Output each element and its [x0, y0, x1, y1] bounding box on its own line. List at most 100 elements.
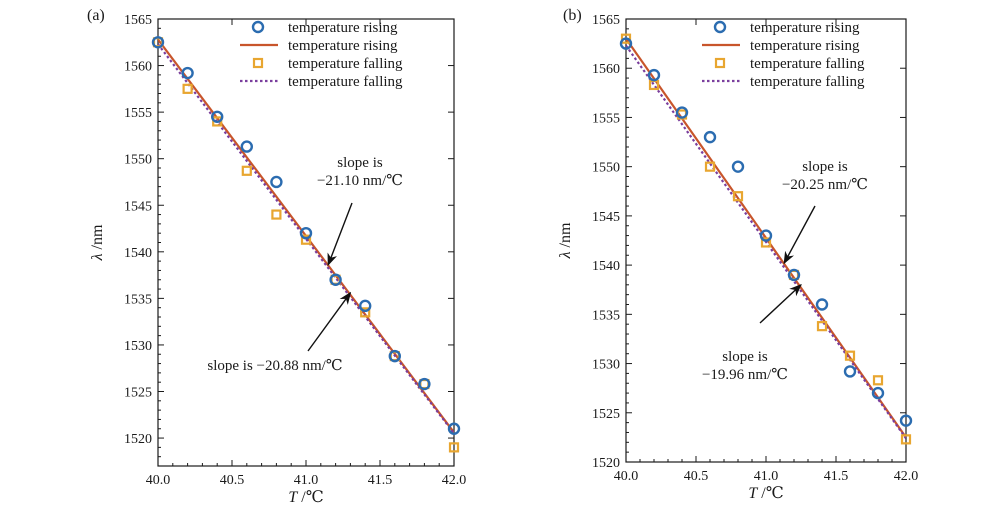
- data-point-falling: [360, 307, 371, 318]
- y-tick-label: 1520: [592, 456, 620, 471]
- data-point-rising: [240, 140, 254, 153]
- legend-label: temperature falling: [750, 74, 865, 90]
- x-tick-label: 41.0: [754, 469, 779, 484]
- annotation-text: slope is: [802, 159, 848, 175]
- data-point-rising: [619, 37, 633, 50]
- legend-label: temperature rising: [750, 38, 860, 54]
- data-point-falling: [620, 33, 632, 44]
- data-point-rising: [388, 349, 401, 363]
- x-tick-label: 41.5: [368, 473, 393, 488]
- y-tick-label: 1535: [124, 292, 152, 307]
- x-tick-label: 40.5: [220, 473, 245, 488]
- slope-annotation: slope is −20.25 nm/℃: [782, 159, 868, 265]
- x-tick-label: 42.0: [442, 473, 467, 488]
- legend-marker-circle: [713, 20, 727, 34]
- data-point-rising: [703, 130, 717, 144]
- y-axis-label: λ /nm: [89, 224, 106, 261]
- data-point-rising: [447, 422, 461, 435]
- y-tick-label: 1520: [124, 432, 152, 447]
- legend-label: temperature rising: [288, 38, 398, 54]
- y-tick-label: 1535: [592, 308, 620, 323]
- y-tick-label: 1565: [124, 13, 152, 28]
- data-point-rising: [270, 175, 283, 189]
- y-tick-label: 1560: [592, 62, 620, 77]
- y-tick-label: 1545: [592, 210, 620, 225]
- data-point-rising: [299, 226, 313, 240]
- annotation-arrow: [759, 283, 802, 324]
- data-point-rising: [815, 298, 829, 311]
- y-tick-label: 1525: [124, 386, 152, 401]
- data-point-rising: [899, 414, 913, 427]
- x-axis-label: T /℃: [748, 485, 783, 502]
- panel-label: (a): [87, 7, 105, 24]
- legend-label: temperature falling: [750, 56, 865, 72]
- x-axis-variable: T: [288, 489, 298, 506]
- data-point-rising: [843, 365, 857, 378]
- data-point-rising: [151, 36, 165, 49]
- x-axis-label: T /℃: [288, 489, 323, 506]
- data-point-rising: [731, 160, 745, 173]
- x-tick-label: 41.0: [294, 473, 319, 488]
- data-point-rising: [787, 268, 801, 282]
- annotation-arrow: [327, 202, 353, 267]
- y-axis-variable: λ: [89, 253, 106, 261]
- x-tick-label: 40.5: [684, 469, 709, 484]
- legend-label: temperature falling: [288, 56, 403, 72]
- x-tick-label: 42.0: [894, 469, 919, 484]
- legend-marker-circle: [251, 20, 265, 34]
- legend-marker-square: [252, 57, 264, 69]
- annotation-text: slope is −20.88 nm/℃: [207, 358, 342, 374]
- data-point-rising: [359, 299, 372, 313]
- data-point-rising: [675, 106, 689, 119]
- annotation-arrow: [783, 205, 816, 265]
- slope-annotation: slope is −21.10 nm/℃: [317, 155, 403, 267]
- y-tick-label: 1530: [124, 339, 152, 354]
- data-point-falling: [241, 165, 252, 176]
- data-point-falling: [271, 209, 282, 220]
- annotation-text: slope is: [337, 155, 383, 171]
- legend-label: temperature rising: [288, 20, 398, 36]
- y-tick-label: 1555: [592, 111, 620, 126]
- data-point-rising: [418, 377, 431, 391]
- y-tick-label: 1565: [592, 13, 620, 28]
- legend-marker-square: [714, 57, 726, 69]
- x-axis-variable: T: [748, 485, 758, 502]
- x-axis-unit: /℃: [297, 489, 323, 506]
- data-point-rising: [210, 110, 224, 123]
- slope-annotation: slope is −20.88 nm/℃: [207, 291, 352, 374]
- data-point-rising: [871, 386, 885, 400]
- data-point-rising: [759, 229, 773, 242]
- y-axis-label: λ /nm: [557, 222, 574, 259]
- x-tick-label: 40.0: [146, 473, 171, 488]
- legend: temperature rising temperature rising temp…: [702, 20, 865, 90]
- annotation-arrow: [307, 291, 352, 352]
- annotation-text: slope is: [722, 349, 768, 365]
- fit-line-falling: [158, 43, 454, 435]
- legend: temperature rising temperature rising temp…: [240, 20, 403, 90]
- annotation-text: −20.25 nm/℃: [782, 177, 868, 193]
- y-tick-label: 1545: [124, 199, 152, 214]
- data-point-falling: [872, 375, 884, 386]
- y-tick-label: 1540: [592, 259, 620, 274]
- x-tick-label: 40.0: [614, 469, 639, 484]
- data-point-falling: [704, 161, 716, 172]
- y-tick-label: 1550: [592, 161, 620, 176]
- y-axis-variable: λ: [557, 251, 574, 259]
- slope-annotation: slope is −19.96 nm/℃: [702, 283, 802, 383]
- annotation-text: −19.96 nm/℃: [702, 367, 788, 383]
- data-point-falling: [300, 234, 312, 245]
- data-point-falling: [732, 191, 744, 202]
- data-point-falling: [760, 237, 772, 248]
- data-point-falling: [900, 434, 912, 445]
- x-axis-unit: /℃: [757, 485, 783, 502]
- y-tick-label: 1525: [592, 407, 620, 422]
- y-axis-unit: /nm: [557, 222, 574, 251]
- y-tick-label: 1540: [124, 246, 152, 261]
- data-point-falling: [816, 321, 828, 332]
- annotation-text: −21.10 nm/℃: [317, 173, 403, 189]
- y-tick-label: 1550: [124, 153, 152, 168]
- data-point-rising: [329, 273, 342, 286]
- y-tick-label: 1560: [124, 60, 152, 75]
- chart-panel-b: (b) 40.0 40.5 41.0 41.5 42.0 1520 1525 1530 1535 1…: [557, 7, 918, 502]
